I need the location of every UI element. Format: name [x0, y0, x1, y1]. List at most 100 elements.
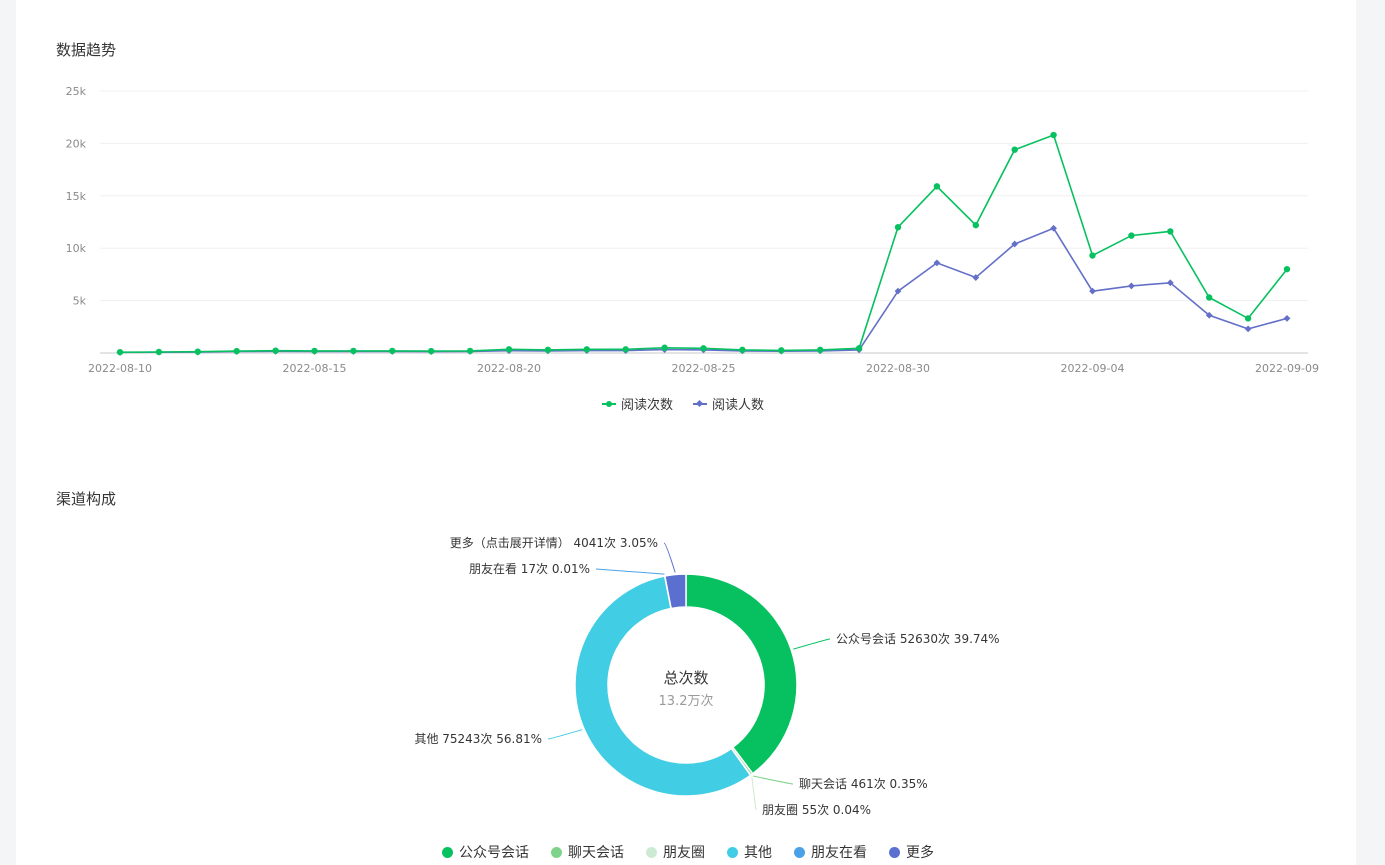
data-point — [1167, 228, 1174, 235]
data-point — [1128, 232, 1135, 239]
legend-dot-icon — [551, 846, 562, 858]
legend-item-qita[interactable]: 其他 — [727, 842, 772, 862]
legend-label: 朋友圈 — [663, 845, 705, 861]
channel-donut-chart[interactable]: 公众号会话 52630次 39.74% 聊天会话 461次 0.35% 朋友圈 55… — [16, 500, 1356, 840]
data-point — [1244, 325, 1252, 333]
data-point — [1011, 240, 1019, 248]
data-point — [1283, 315, 1291, 322]
data-point — [505, 346, 513, 353]
data-point — [155, 348, 163, 356]
label-leader-line — [595, 568, 665, 575]
data-point — [272, 347, 279, 354]
data-point — [700, 345, 707, 352]
data-point — [778, 347, 785, 354]
channel-legend: 公众号会话 聊天会话 朋友圈 其他 朋友在看 更多 — [442, 842, 934, 862]
trend-line-chart[interactable]: 5k 10k 15k 20k 25k 2022-08-10 2022-08-15 2022-0… — [16, 0, 1356, 390]
label-leader-line — [793, 638, 831, 650]
label-leader-line — [547, 729, 583, 740]
label-leader-line — [751, 776, 757, 811]
data-point — [583, 346, 590, 353]
legend-dot-icon — [889, 846, 900, 858]
data-point — [389, 347, 396, 355]
y-tick-label: 25k — [66, 85, 87, 98]
series-line — [119, 133, 1288, 354]
x-tick-label: 2022-09-04 — [1061, 362, 1125, 375]
label-leader-line — [663, 542, 676, 573]
legend-line-marker-icon — [602, 400, 616, 407]
slice-label: 其他 75243次 56.81% — [414, 732, 542, 746]
data-point — [894, 224, 902, 231]
data-point — [466, 347, 474, 355]
data-point — [661, 344, 668, 351]
legend-label: 其他 — [744, 845, 772, 861]
data-point — [116, 348, 124, 356]
data-point — [1166, 279, 1174, 287]
slice-label: 公众号会话 52630次 39.74% — [836, 632, 1000, 646]
legend-item-reader-count[interactable]: 阅读人数 — [693, 394, 764, 413]
data-panel: 数据趋势 5k 10k 15k 20k 25k 2022-08-10 2022-08-15 2… — [16, 0, 1356, 865]
data-point — [350, 347, 357, 355]
slice-label: 聊天会话 461次 0.35% — [799, 777, 928, 791]
legend-dot-icon — [794, 846, 805, 858]
data-point — [311, 347, 318, 355]
x-tick-label: 2022-08-25 — [672, 362, 736, 375]
x-tick-label: 2022-08-10 — [88, 362, 152, 375]
slice-label: 朋友圈 55次 0.04% — [762, 803, 871, 817]
x-tick-label: 2022-08-20 — [477, 362, 541, 375]
data-point — [972, 221, 979, 229]
legend-label: 阅读次数 — [621, 398, 674, 413]
legend-label: 更多 — [906, 845, 934, 861]
legend-label: 公众号会话 — [459, 845, 529, 861]
label-leader-line — [752, 775, 794, 785]
y-tick-label: 20k — [66, 137, 87, 150]
data-point — [428, 347, 435, 355]
data-point — [544, 346, 552, 354]
x-tick-label: 2022-09-09 — [1255, 362, 1319, 375]
donut-center-label: 总次数 — [663, 669, 708, 687]
trend-section-title: 数据趋势 — [56, 41, 117, 59]
donut-slice — [685, 573, 798, 775]
y-tick-label: 10k — [66, 242, 87, 255]
slice-label: 更多（点击展开详情） 4041次 3.05% — [450, 535, 658, 550]
data-point — [1206, 294, 1213, 301]
x-tick-label: 2022-08-15 — [283, 362, 347, 375]
data-point — [972, 274, 980, 281]
data-point — [1283, 265, 1291, 273]
data-point — [233, 347, 240, 355]
legend-dot-icon — [727, 846, 738, 858]
data-point — [1089, 287, 1096, 295]
legend-dot-icon — [442, 846, 453, 858]
trend-legend: 阅读次数 阅读人数 — [602, 394, 764, 413]
data-point — [1244, 315, 1252, 322]
legend-item-gengduo[interactable]: 更多 — [889, 842, 934, 862]
legend-diamond-marker-icon — [693, 399, 708, 407]
data-point — [1050, 224, 1057, 232]
legend-dot-icon — [646, 846, 657, 858]
donut-slice — [574, 575, 752, 797]
legend-item-liaotian[interactable]: 聊天会话 — [551, 842, 624, 862]
data-point — [1089, 252, 1096, 259]
x-tick-label: 2022-08-30 — [866, 362, 930, 375]
legend-item-pengyouzaikan[interactable]: 朋友在看 — [794, 842, 867, 862]
y-tick-label: 5k — [73, 295, 87, 308]
legend-item-gongzhonghao[interactable]: 公众号会话 — [442, 842, 529, 862]
slice-label: 朋友在看 17次 0.01% — [469, 562, 590, 576]
donut-center-value: 13.2万次 — [659, 693, 714, 709]
data-point — [817, 346, 824, 354]
data-point — [194, 348, 201, 355]
legend-label: 聊天会话 — [568, 845, 624, 861]
legend-label: 朋友在看 — [811, 845, 867, 861]
legend-item-pengyouquan[interactable]: 朋友圈 — [646, 842, 705, 862]
series-line — [119, 227, 1288, 354]
donut-slice — [663, 573, 687, 610]
channel-section-title: 渠道构成 — [56, 490, 117, 508]
data-point — [1128, 282, 1135, 290]
data-point — [739, 346, 746, 354]
legend-item-read-count[interactable]: 阅读次数 — [602, 394, 673, 413]
y-tick-label: 15k — [66, 190, 87, 203]
data-point — [1011, 146, 1018, 153]
legend-label: 阅读人数 — [712, 398, 765, 413]
data-point — [933, 183, 941, 190]
data-point — [622, 346, 629, 353]
data-point — [855, 345, 863, 352]
